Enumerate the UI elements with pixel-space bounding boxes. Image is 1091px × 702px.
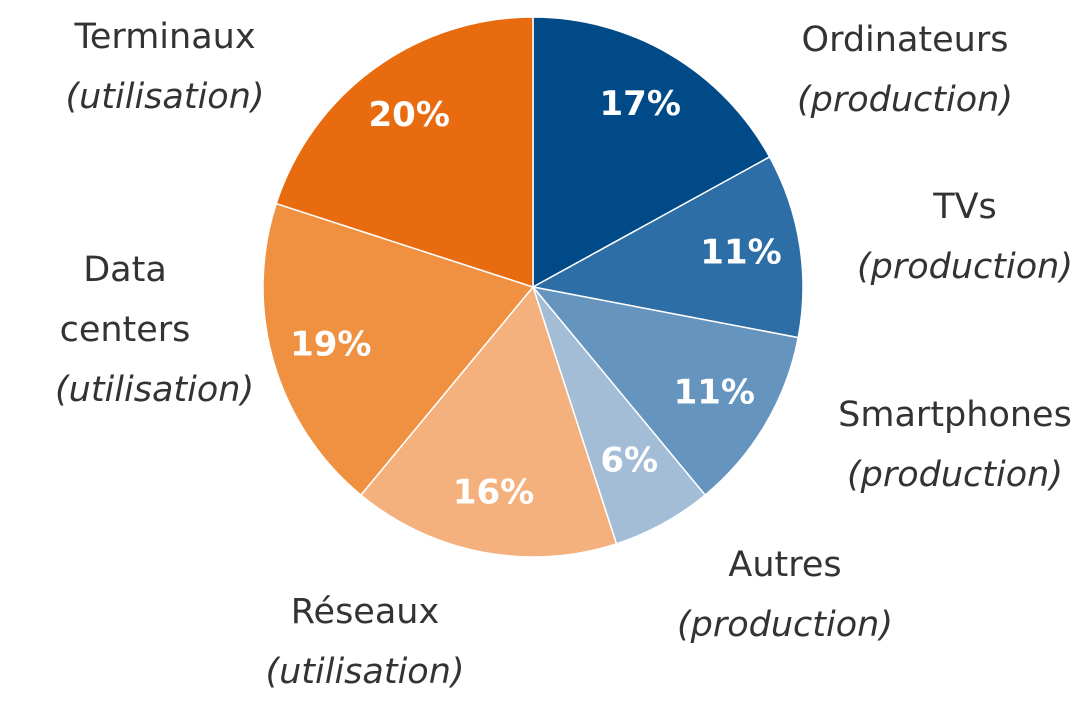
category-note: (production) [796, 80, 1013, 120]
category-name: Terminaux [74, 17, 256, 57]
category-label: Réseaux (utilisation) [215, 582, 515, 702]
value-label: 19% [290, 324, 371, 364]
pie-slice [275, 16, 534, 289]
value-label: 17% [600, 84, 681, 124]
category-note: (production) [856, 247, 1073, 287]
value-label: 20% [369, 95, 450, 135]
category-label: Ordinateurs (production) [755, 10, 1055, 130]
value-label: 11% [700, 233, 781, 273]
category-label: Smartphones (production) [805, 385, 1091, 505]
category-note: (utilisation) [65, 77, 265, 117]
category-note: (production) [846, 455, 1063, 495]
category-name: Data centers [59, 250, 191, 350]
category-name: TVs [933, 187, 997, 227]
category-label: Data centers (utilisation) [55, 240, 255, 420]
value-label: 6% [600, 441, 658, 481]
category-name: Ordinateurs [801, 20, 1009, 60]
category-name: Smartphones [838, 395, 1072, 435]
category-label: Terminaux (utilisation) [15, 7, 315, 127]
category-note: (utilisation) [265, 652, 465, 692]
category-label: TVs (production) [815, 177, 1091, 297]
category-note: (utilisation) [55, 370, 255, 410]
category-label: Autres (production) [635, 535, 935, 655]
value-label: 11% [674, 373, 755, 413]
pie-slice [531, 285, 800, 497]
pie-slice [530, 155, 804, 339]
pie-slice [359, 285, 618, 558]
value-label: 16% [453, 472, 534, 512]
category-name: Réseaux [290, 592, 440, 632]
category-name: Autres [728, 545, 842, 585]
pie-slice [532, 16, 771, 289]
category-note: (production) [676, 605, 893, 645]
pie-slice [262, 202, 535, 497]
